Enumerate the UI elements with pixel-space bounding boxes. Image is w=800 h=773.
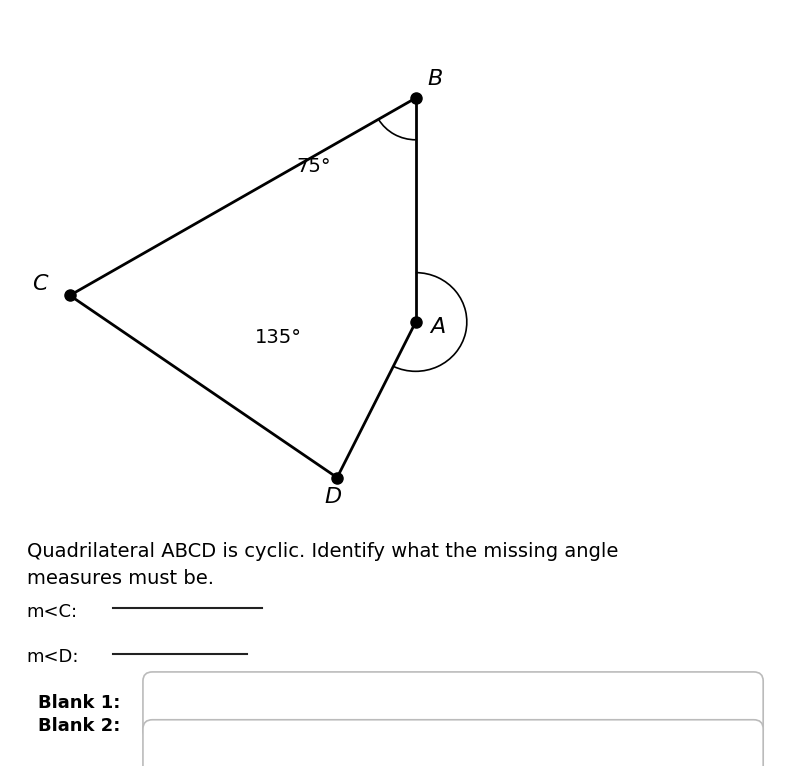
Text: Quadrilateral ABCD is cyclic. Identify what the missing angle
measures must be.: Quadrilateral ABCD is cyclic. Identify w… (26, 542, 618, 587)
FancyBboxPatch shape (143, 672, 763, 740)
Text: D: D (325, 486, 342, 506)
Text: C: C (32, 274, 48, 294)
Text: 135°: 135° (254, 328, 302, 346)
Text: Blank 2:: Blank 2: (38, 717, 121, 735)
Text: m<C:: m<C: (26, 603, 78, 621)
Text: A: A (430, 317, 446, 337)
FancyBboxPatch shape (143, 720, 763, 773)
Text: B: B (428, 69, 443, 89)
Text: m<D:: m<D: (26, 649, 79, 666)
Text: 75°: 75° (296, 157, 331, 176)
Text: Blank 1:: Blank 1: (38, 694, 121, 712)
